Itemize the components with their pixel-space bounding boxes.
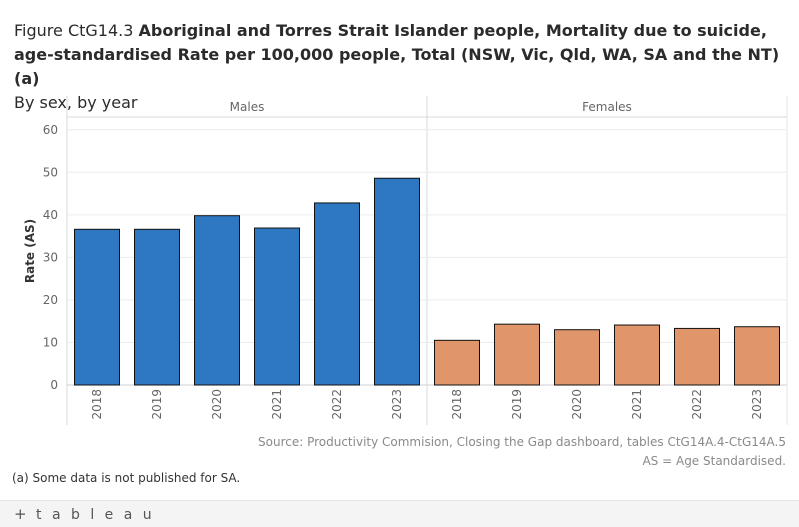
bar: [734, 326, 780, 386]
x-tick-label: 2019: [510, 389, 524, 420]
x-tick-label: 2020: [570, 389, 584, 420]
bar: [134, 228, 180, 386]
y-tick-label: 0: [50, 378, 58, 392]
x-tick-label: 2019: [150, 389, 164, 420]
abbreviation-note: AS = Age Standardised.: [642, 454, 786, 468]
x-tick-label: 2022: [330, 389, 344, 420]
panel-header-label: Females: [582, 100, 632, 114]
bar: [254, 227, 300, 386]
tableau-wordmark: t a b l e a u: [28, 507, 155, 523]
bar: [194, 215, 240, 386]
tableau-plus-icon: +: [14, 505, 29, 523]
bar: [374, 177, 420, 386]
y-axis-title: Rate (AS): [23, 219, 37, 283]
panel-header-label: Males: [230, 100, 265, 114]
y-tick-label: 40: [43, 208, 58, 222]
bar: [674, 327, 720, 386]
bar: [314, 202, 360, 386]
bar: [434, 339, 480, 386]
figure-number: Figure CtG14.3: [14, 21, 139, 40]
y-tick-label: 50: [43, 165, 58, 179]
chart-subtitle: By sex, by year: [14, 93, 138, 112]
bar: [494, 323, 540, 386]
x-tick-label: 2018: [450, 389, 464, 420]
bar: [74, 228, 120, 386]
x-tick-label: 2023: [390, 389, 404, 420]
bar: [614, 324, 660, 386]
y-tick-label: 10: [43, 335, 58, 349]
tableau-logo[interactable]: + t a b l e a u: [14, 505, 155, 523]
footnote: (a) Some data is not published for SA.: [12, 471, 241, 485]
x-tick-label: 2018: [90, 389, 104, 420]
bar-chart: 0 10 20 30 40 50 60 Rate (AS) Males 2018 2019 2020 2…: [23, 96, 788, 425]
chart-title: Figure CtG14.3 Aboriginal and Torres Str…: [14, 19, 789, 115]
x-tick-label: 2020: [210, 389, 224, 420]
y-tick-label: 30: [43, 250, 58, 264]
x-tick-label: 2021: [630, 389, 644, 420]
y-tick-label: 60: [43, 123, 58, 137]
source-text: Source: Productivity Commision, Closing …: [258, 435, 786, 449]
x-tick-label: 2022: [690, 389, 704, 420]
bar: [554, 329, 600, 386]
x-tick-label: 2021: [270, 389, 284, 420]
y-tick-label: 20: [43, 293, 58, 307]
footer-bar: + t a b l e a u: [0, 500, 799, 527]
title-text: Aboriginal and Torres Strait Islander pe…: [14, 21, 780, 88]
x-tick-label: 2023: [750, 389, 764, 420]
